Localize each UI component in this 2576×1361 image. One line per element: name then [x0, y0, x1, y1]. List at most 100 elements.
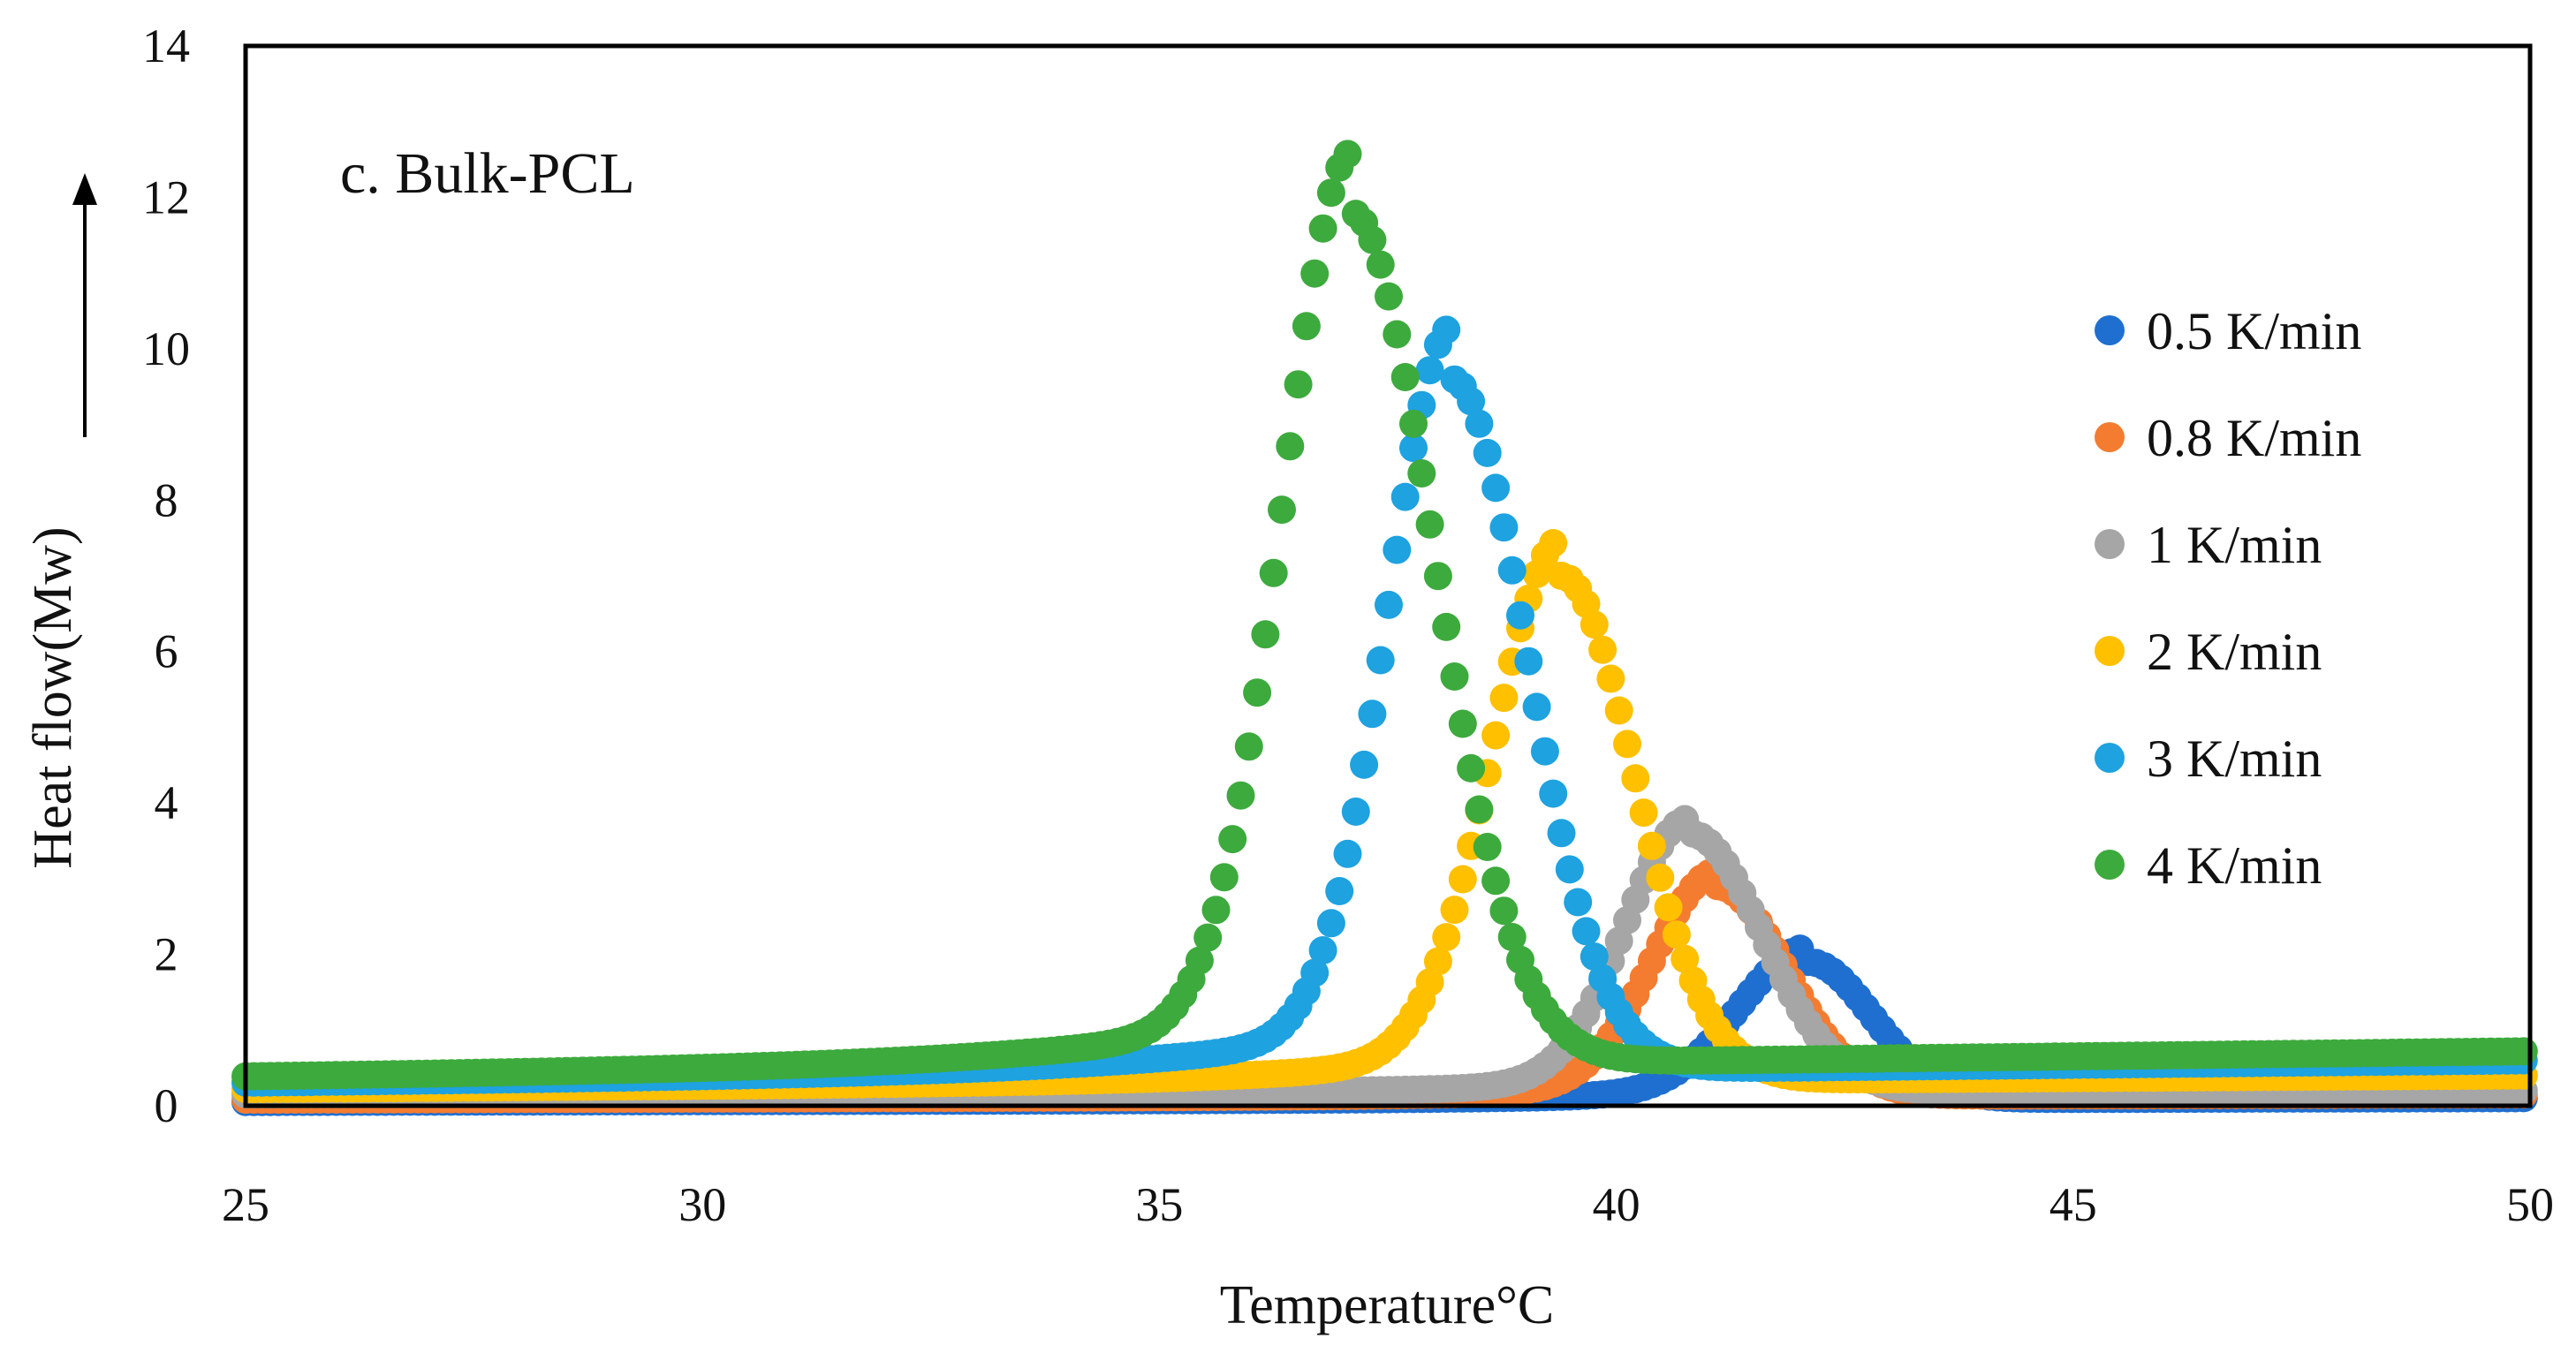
legend-marker	[2095, 315, 2125, 345]
data-point	[1399, 434, 1428, 463]
data-point	[1440, 896, 1469, 925]
data-point	[1259, 558, 1288, 587]
data-point	[1457, 753, 1486, 783]
data-point	[1506, 601, 1534, 630]
data-point	[1350, 750, 1379, 779]
data-point	[1473, 438, 1502, 467]
data-point	[1390, 482, 1420, 511]
data-point	[1268, 495, 1296, 525]
data-point	[1333, 839, 1362, 868]
data-point	[1423, 562, 1452, 591]
legend-marker	[2095, 422, 2125, 452]
data-point	[1407, 459, 1436, 488]
legend-label: 3 K/min	[2147, 730, 2322, 788]
x-tick-label: 35	[1135, 1178, 1183, 1231]
x-tick-label: 25	[222, 1178, 269, 1231]
data-point	[1654, 893, 1683, 922]
data-point	[1572, 917, 1601, 946]
y-axis-ticks: 0 2 4 6 8 10 12 14	[142, 19, 190, 1132]
data-point	[1316, 178, 1345, 208]
y-tick-label: 2	[155, 928, 178, 981]
data-point	[1465, 795, 1494, 824]
data-point	[1218, 825, 1247, 854]
data-point	[1481, 473, 1511, 503]
data-point	[1497, 923, 1527, 951]
data-point	[1366, 250, 1395, 279]
data-point	[1432, 315, 1461, 344]
legend: 0.5 K/min 0.8 K/min 1 K/min 2 K/min 3 K/min 4…	[2095, 302, 2361, 895]
data-point	[1316, 909, 1345, 938]
data-point	[1292, 312, 1321, 341]
legend-label: 1 K/min	[2147, 516, 2322, 574]
y-axis-title-group: Heat flow(Mw)	[23, 173, 97, 869]
data-point	[1383, 320, 1412, 349]
data-point	[1308, 214, 1337, 243]
plot-frame	[243, 43, 2533, 1108]
data-point	[1341, 798, 1370, 826]
y-tick-label: 12	[142, 170, 190, 223]
data-point	[1276, 432, 1305, 461]
data-point	[1390, 363, 1420, 391]
data-point	[1671, 944, 1700, 973]
data-point	[1596, 664, 1625, 693]
legend-marker	[2095, 743, 2125, 773]
y-axis-arrow-head	[72, 173, 97, 205]
data-point	[1580, 942, 1609, 972]
data-point	[1185, 946, 1214, 975]
data-point	[1383, 535, 1412, 564]
data-point	[1564, 888, 1593, 917]
legend-label: 2 K/min	[2147, 623, 2322, 681]
data-point	[1604, 696, 1633, 725]
legend-marker	[2095, 850, 2125, 880]
data-point	[1358, 699, 1387, 729]
data-point	[1234, 732, 1263, 761]
data-point	[1481, 721, 1511, 750]
legend-label: 0.8 K/min	[2147, 409, 2361, 467]
data-point	[1555, 855, 1584, 884]
data-point	[1637, 831, 1666, 860]
data-point	[1399, 409, 1428, 438]
data-point	[1465, 409, 1494, 438]
y-tick-label: 14	[142, 19, 190, 72]
data-point	[1514, 646, 1543, 676]
data-point	[1448, 865, 1477, 894]
x-axis-ticks: 25 30 35 40 45 50	[222, 1178, 2554, 1231]
legend-marker	[2095, 636, 2125, 666]
data-point	[1193, 923, 1223, 952]
legend-marker	[2095, 529, 2125, 559]
data-point	[2509, 1037, 2538, 1066]
series-4-k-min	[231, 140, 2538, 1091]
x-tick-label: 45	[2049, 1178, 2097, 1231]
legend-item: 4 K/min	[2095, 836, 2322, 895]
data-point	[1366, 646, 1395, 675]
x-axis-title: Temperature°C	[1220, 1275, 1555, 1335]
y-tick-label: 10	[142, 322, 190, 375]
legend-item: 0.8 K/min	[2095, 409, 2361, 467]
data-point	[1473, 833, 1502, 861]
panel-label: c. Bulk-PCL	[340, 141, 635, 206]
data-point	[1308, 936, 1337, 964]
legend-item: 0.5 K/min	[2095, 302, 2361, 360]
data-point	[1251, 620, 1280, 649]
data-point	[1621, 764, 1650, 793]
data-point	[1580, 610, 1609, 639]
data-point	[1432, 612, 1461, 641]
data-point	[1457, 387, 1486, 416]
data-point	[1629, 798, 1658, 828]
data-point	[1497, 556, 1527, 585]
y-tick-label: 8	[155, 473, 178, 526]
legend-label: 4 K/min	[2147, 836, 2322, 895]
data-point	[1333, 140, 1362, 169]
legend-item: 2 K/min	[2095, 623, 2322, 681]
legend-label: 0.5 K/min	[2147, 302, 2361, 360]
data-point	[1209, 863, 1239, 892]
data-point	[1646, 863, 1675, 892]
y-tick-label: 0	[155, 1079, 178, 1132]
data-point	[1432, 923, 1461, 952]
data-point	[1588, 635, 1618, 664]
data-point	[1440, 662, 1469, 691]
data-point	[1300, 259, 1330, 288]
data-point	[1662, 920, 1691, 949]
